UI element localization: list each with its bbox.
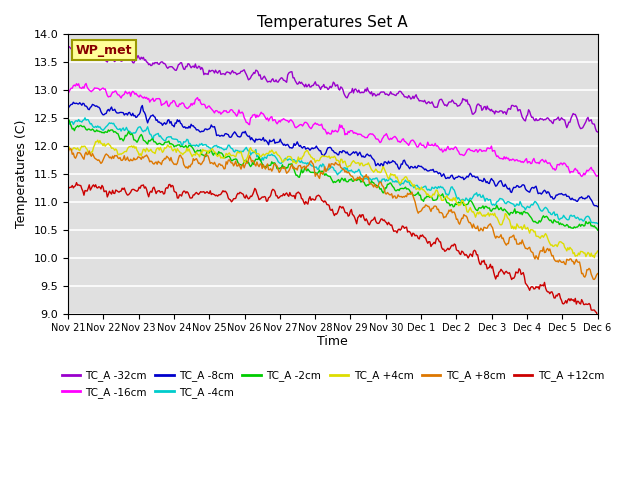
TC_A -8cm bbox=[317, 148, 324, 154]
TC_A -2cm bbox=[65, 117, 73, 123]
TC_A +4cm bbox=[380, 166, 388, 172]
Line: TC_A -2cm: TC_A -2cm bbox=[68, 120, 598, 230]
TC_A -16cm bbox=[82, 81, 90, 86]
TC_A +4cm bbox=[352, 160, 360, 166]
TC_A -16cm bbox=[352, 131, 360, 136]
TC_A +4cm bbox=[582, 254, 589, 260]
TC_A -8cm bbox=[352, 149, 360, 155]
Line: TC_A +8cm: TC_A +8cm bbox=[68, 149, 598, 279]
Line: TC_A -16cm: TC_A -16cm bbox=[68, 84, 598, 177]
TC_A -8cm bbox=[582, 195, 589, 201]
Line: TC_A +12cm: TC_A +12cm bbox=[68, 182, 598, 317]
TC_A +8cm bbox=[317, 169, 324, 175]
TC_A -32cm bbox=[594, 129, 602, 135]
TC_A -16cm bbox=[499, 156, 507, 162]
TC_A -8cm bbox=[380, 159, 388, 165]
TC_A +12cm bbox=[352, 217, 360, 223]
TC_A -8cm bbox=[594, 204, 602, 209]
TC_A -2cm bbox=[64, 118, 72, 124]
Line: TC_A -32cm: TC_A -32cm bbox=[68, 47, 598, 132]
TC_A -8cm bbox=[320, 153, 328, 158]
Line: TC_A -8cm: TC_A -8cm bbox=[68, 102, 598, 206]
TC_A +8cm bbox=[352, 177, 360, 183]
TC_A -16cm bbox=[594, 173, 602, 179]
TC_A +8cm bbox=[591, 276, 598, 282]
TC_A +12cm bbox=[380, 217, 388, 223]
TC_A +12cm bbox=[499, 269, 507, 275]
TC_A +8cm bbox=[320, 169, 328, 175]
TC_A -32cm bbox=[380, 89, 388, 95]
TC_A +8cm bbox=[380, 187, 388, 192]
TC_A -32cm bbox=[65, 44, 73, 49]
TC_A -4cm bbox=[582, 214, 589, 220]
TC_A -4cm bbox=[594, 221, 602, 227]
Line: TC_A +4cm: TC_A +4cm bbox=[68, 140, 598, 258]
TC_A +8cm bbox=[64, 150, 72, 156]
TC_A -8cm bbox=[70, 99, 77, 105]
TC_A -2cm bbox=[499, 208, 507, 214]
TC_A +4cm bbox=[320, 154, 328, 159]
TC_A -8cm bbox=[499, 183, 507, 189]
Title: Temperatures Set A: Temperatures Set A bbox=[257, 15, 408, 30]
TC_A -4cm bbox=[317, 162, 324, 168]
TC_A -32cm bbox=[352, 86, 360, 92]
Line: TC_A -4cm: TC_A -4cm bbox=[68, 118, 598, 224]
TC_A -2cm bbox=[317, 171, 324, 177]
TC_A +8cm bbox=[594, 271, 602, 276]
TC_A -4cm bbox=[380, 176, 388, 182]
TC_A -2cm bbox=[320, 170, 328, 176]
TC_A +8cm bbox=[499, 235, 507, 241]
TC_A -16cm bbox=[578, 174, 586, 180]
TC_A -32cm bbox=[317, 86, 324, 92]
TC_A -16cm bbox=[320, 126, 328, 132]
TC_A +8cm bbox=[67, 146, 74, 152]
TC_A -4cm bbox=[81, 115, 89, 120]
Y-axis label: Temperatures (C): Temperatures (C) bbox=[15, 120, 28, 228]
TC_A -32cm bbox=[64, 45, 72, 51]
TC_A +4cm bbox=[317, 155, 324, 160]
TC_A -4cm bbox=[499, 197, 507, 203]
TC_A -16cm bbox=[317, 122, 324, 128]
TC_A +12cm bbox=[594, 314, 602, 320]
TC_A +8cm bbox=[582, 272, 589, 278]
TC_A +12cm bbox=[317, 194, 324, 200]
TC_A +12cm bbox=[73, 180, 81, 185]
TC_A -32cm bbox=[499, 110, 507, 116]
TC_A -2cm bbox=[594, 227, 602, 233]
TC_A -4cm bbox=[64, 121, 72, 127]
TC_A -32cm bbox=[320, 82, 328, 87]
TC_A -16cm bbox=[64, 91, 72, 96]
TC_A +4cm bbox=[94, 137, 102, 143]
TC_A +4cm bbox=[64, 144, 72, 150]
TC_A -2cm bbox=[380, 189, 388, 194]
TC_A -2cm bbox=[582, 218, 589, 224]
TC_A -16cm bbox=[583, 168, 591, 173]
Legend: TC_A -32cm, TC_A -16cm, TC_A -8cm, TC_A -4cm, TC_A -2cm, TC_A +4cm, TC_A +8cm, T: TC_A -32cm, TC_A -16cm, TC_A -8cm, TC_A … bbox=[58, 366, 608, 402]
X-axis label: Time: Time bbox=[317, 335, 348, 348]
TC_A +12cm bbox=[64, 186, 72, 192]
Text: WP_met: WP_met bbox=[76, 44, 132, 57]
TC_A -16cm bbox=[380, 132, 388, 138]
TC_A -32cm bbox=[582, 119, 589, 125]
TC_A -4cm bbox=[352, 168, 360, 174]
TC_A -2cm bbox=[352, 177, 360, 182]
TC_A +4cm bbox=[591, 255, 598, 261]
TC_A -8cm bbox=[64, 106, 72, 111]
TC_A +4cm bbox=[594, 248, 602, 254]
TC_A -4cm bbox=[320, 162, 328, 168]
TC_A +12cm bbox=[320, 199, 328, 205]
TC_A +12cm bbox=[582, 301, 589, 307]
TC_A +4cm bbox=[499, 218, 507, 224]
